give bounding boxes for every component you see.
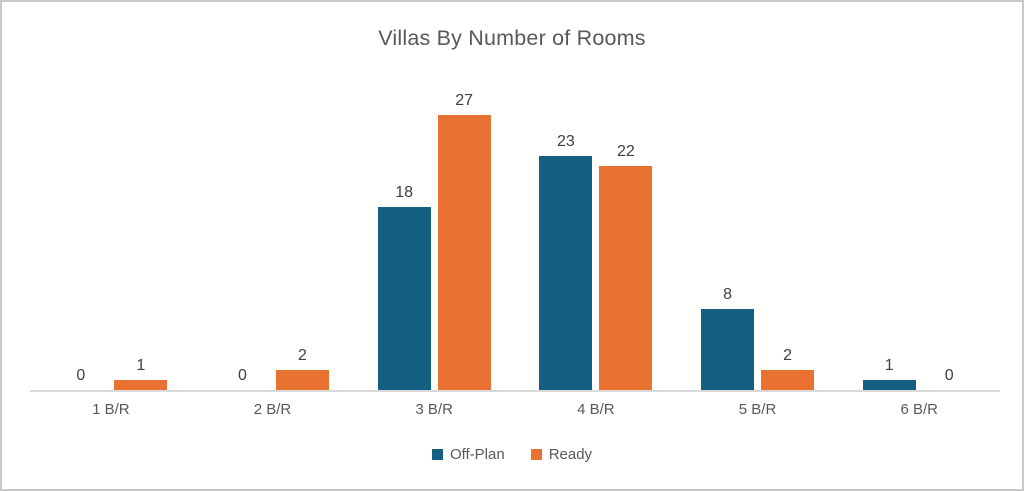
legend-swatch bbox=[431, 449, 443, 460]
legend-item-off-plan[interactable]: Off-Plan bbox=[431, 446, 505, 463]
category-label: 6 B/R bbox=[900, 401, 938, 418]
chart-title: Villas By Number of Rooms bbox=[378, 26, 646, 50]
category-label: 4 B/R bbox=[577, 401, 615, 418]
category-label: 5 B/R bbox=[738, 401, 777, 418]
bar-slot: 2 bbox=[276, 347, 329, 390]
bar-slot: 1 bbox=[862, 357, 916, 390]
bar-ready[interactable] bbox=[114, 380, 168, 390]
category-group: 23 22 bbox=[515, 64, 677, 390]
data-label: 0 bbox=[238, 367, 247, 384]
category-axis: 1 B/R 2 B/R 3 B/R 4 B/R 5 B/R 6 B/R bbox=[30, 392, 1000, 418]
bar-slot: 27 bbox=[437, 92, 491, 390]
data-label: 18 bbox=[395, 184, 414, 201]
bar-ready[interactable] bbox=[276, 370, 329, 390]
bar-ready[interactable] bbox=[437, 115, 491, 390]
legend-item-ready[interactable]: Ready bbox=[530, 446, 593, 463]
legend-label: Off-Plan bbox=[449, 446, 505, 463]
data-label: 2 bbox=[298, 347, 307, 364]
bar-slot: 22 bbox=[599, 143, 653, 390]
bar-ready[interactable] bbox=[761, 370, 815, 390]
bar-slot: 0 bbox=[216, 367, 269, 390]
legend-swatch bbox=[530, 449, 542, 460]
bar-slot: 18 bbox=[377, 184, 431, 390]
category-group: 18 27 bbox=[353, 64, 515, 390]
data-label: 23 bbox=[556, 133, 575, 150]
bar-slot: 23 bbox=[539, 133, 593, 390]
bar-slot: 2 bbox=[761, 347, 815, 390]
bar-slot: 8 bbox=[701, 286, 755, 390]
data-label: 1 bbox=[884, 357, 894, 374]
legend: Off-Plan Ready bbox=[2, 446, 1022, 463]
bar-slot: 1 bbox=[114, 357, 168, 390]
data-label: 27 bbox=[455, 92, 474, 109]
data-label: 0 bbox=[76, 367, 86, 384]
category-label: 2 B/R bbox=[253, 401, 292, 418]
bar-off-plan[interactable] bbox=[862, 380, 916, 390]
bar-off-plan[interactable] bbox=[539, 156, 593, 390]
bar-groups: 0 1 0 2 18 27 23 22 8 2 1 0 bbox=[30, 64, 1000, 392]
category-label: 3 B/R bbox=[415, 401, 453, 418]
data-label: 1 bbox=[136, 357, 146, 374]
bar-slot: 0 bbox=[923, 367, 976, 390]
data-label: 2 bbox=[783, 347, 792, 364]
bar-off-plan[interactable] bbox=[701, 309, 755, 390]
bar-off-plan[interactable] bbox=[377, 207, 431, 390]
bar-ready[interactable] bbox=[599, 166, 653, 390]
data-label: 8 bbox=[723, 286, 732, 303]
bar-slot: 0 bbox=[54, 367, 107, 390]
category-label: 1 B/R bbox=[92, 401, 130, 418]
data-label: 0 bbox=[944, 367, 954, 384]
data-label: 22 bbox=[616, 143, 635, 160]
legend-label: Ready bbox=[548, 446, 593, 463]
plot-area: 0 1 0 2 18 27 23 22 8 2 1 0 1 B/R 2 B/R 3 B/R 4 B/R 5 B… bbox=[30, 64, 1000, 418]
